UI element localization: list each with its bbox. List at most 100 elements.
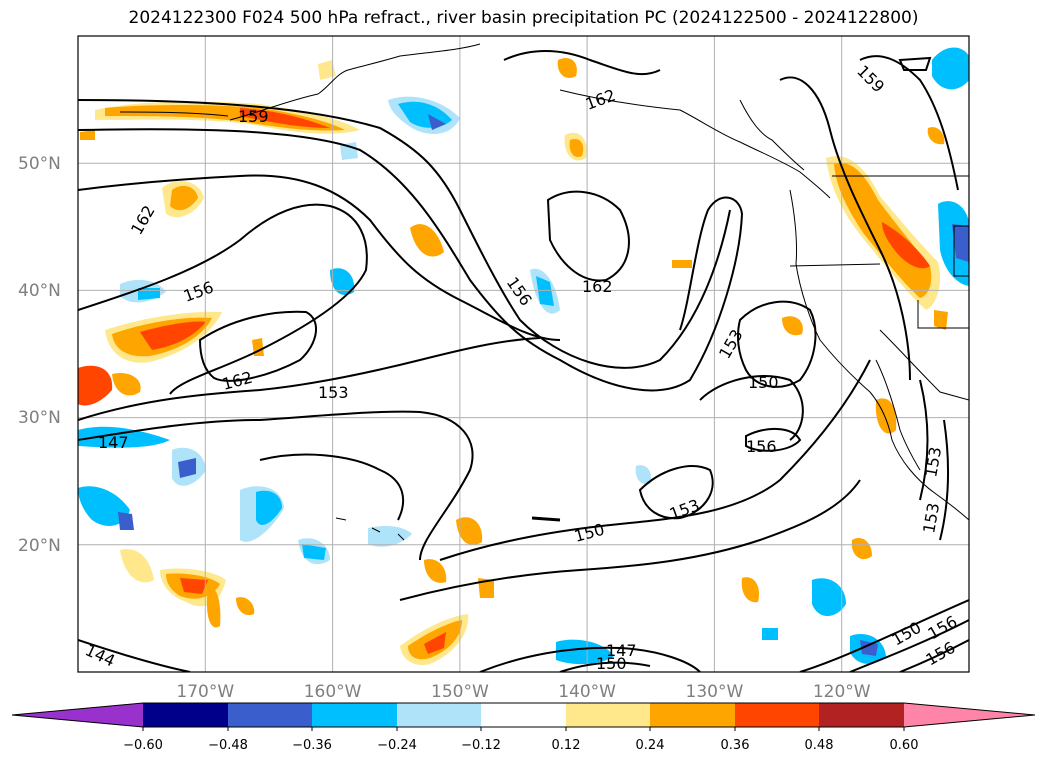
positive-region xyxy=(318,60,336,80)
contour-line xyxy=(78,639,191,672)
contour-line xyxy=(737,300,817,388)
positive-region xyxy=(782,316,803,336)
negative-region xyxy=(330,268,355,296)
positive-region xyxy=(240,108,330,128)
colorbar-bin xyxy=(312,703,397,727)
state-border xyxy=(953,225,969,277)
negative-region xyxy=(762,628,778,640)
colorbar-bin xyxy=(819,703,904,727)
colorbar-tick-label: −0.48 xyxy=(208,738,248,753)
positive-region xyxy=(456,517,483,546)
contour-line xyxy=(745,427,802,452)
positive-region xyxy=(569,138,584,158)
inside-passage xyxy=(739,99,805,171)
alaska-coast xyxy=(229,43,481,121)
contour-line xyxy=(859,55,959,191)
contour-line xyxy=(479,646,701,672)
positive-region xyxy=(875,398,897,434)
latitude-labels: 50°N 40°N 30°N 20°N xyxy=(18,154,61,556)
negative-region xyxy=(302,544,326,560)
contour-label: 162 xyxy=(582,277,613,296)
positive-region xyxy=(236,597,255,616)
lon-label: 140°W xyxy=(558,682,616,702)
lat-label: 20°N xyxy=(18,536,61,556)
contour-label: 150 xyxy=(748,373,779,392)
lon-label: 170°W xyxy=(176,682,234,702)
positive-region xyxy=(934,310,948,330)
longitude-labels: 170°W 160°W 150°W 140°W 130°W 120°W xyxy=(176,682,870,702)
colorbar-tick-label: 0.24 xyxy=(636,738,665,753)
colorbar-bin xyxy=(735,703,819,727)
positive-region xyxy=(478,578,494,598)
negative-region xyxy=(78,486,130,526)
colorbar-tick-label: −0.60 xyxy=(123,738,163,753)
negative-region xyxy=(556,639,614,665)
shading-layer xyxy=(78,47,969,666)
colorbar-bin xyxy=(143,703,228,727)
hawaii-islands xyxy=(335,517,405,541)
contour-line xyxy=(78,99,731,369)
negative-region xyxy=(78,426,170,448)
positive-region xyxy=(410,224,444,257)
colorbar: −0.60 −0.48 −0.36 −0.24 −0.12 0.12 0.24 … xyxy=(11,702,1036,753)
contour-line xyxy=(399,479,861,601)
lon-label: 120°W xyxy=(813,682,871,702)
positive-region xyxy=(557,57,577,79)
negative-region xyxy=(118,512,134,530)
state-border xyxy=(917,300,969,329)
colorbar-bin xyxy=(481,703,566,727)
negative-region xyxy=(812,578,846,616)
colorbar-extension-min xyxy=(12,703,143,727)
positive-region xyxy=(112,372,141,396)
colorbar-tick-label: 0.12 xyxy=(552,738,581,753)
positive-region xyxy=(78,365,113,406)
contour-line xyxy=(559,661,651,672)
contour-line xyxy=(779,76,911,381)
contour-line xyxy=(503,50,661,76)
positive-region xyxy=(206,587,221,628)
map-area: 159 162 162 156 156 162 159 162 153 153 … xyxy=(78,36,969,672)
positive-region xyxy=(851,537,872,560)
lat-label: 50°N xyxy=(18,154,61,174)
colorbar-bin xyxy=(566,703,650,727)
negative-region xyxy=(340,142,358,160)
gridlines xyxy=(78,36,969,672)
baja-peninsula xyxy=(875,359,921,471)
colorbar-tick-label: 0.60 xyxy=(890,738,919,753)
coastlines xyxy=(119,43,969,541)
positive-region xyxy=(424,632,446,654)
contour-label: 156 xyxy=(746,437,777,456)
contour-line xyxy=(78,410,474,561)
positive-region xyxy=(140,321,206,350)
lat-label: 40°N xyxy=(18,281,61,301)
positive-region xyxy=(672,260,692,268)
colorbar-tick-labels: −0.60 −0.48 −0.36 −0.24 −0.12 0.12 0.24 … xyxy=(123,738,918,753)
positive-region xyxy=(170,185,198,211)
positive-region xyxy=(834,162,932,298)
contour-line xyxy=(899,639,969,672)
colorbar-tick-label: −0.12 xyxy=(461,738,501,753)
positive-region xyxy=(424,559,447,583)
colorbar-tick-label: 0.48 xyxy=(805,738,834,753)
lon-label: 160°W xyxy=(304,682,362,702)
contour-line xyxy=(78,174,561,341)
contour-label: 153 xyxy=(318,383,349,402)
positive-region xyxy=(80,130,95,140)
colorbar-bin xyxy=(228,703,312,727)
map-frame xyxy=(77,35,970,673)
colorbar-ticks xyxy=(142,727,905,731)
negative-region xyxy=(178,458,196,478)
contour-label: 147 xyxy=(606,641,637,660)
colorbar-extension-max xyxy=(904,703,1035,727)
contour-line xyxy=(898,56,932,71)
contour-line xyxy=(78,337,541,421)
small-island xyxy=(531,516,561,522)
negative-region xyxy=(138,288,160,300)
positive-region xyxy=(927,127,945,145)
negative-region xyxy=(536,276,554,306)
contour-line xyxy=(919,379,950,541)
colorbar-tick-label: −0.24 xyxy=(377,738,417,753)
contour-line xyxy=(849,619,969,672)
positive-region xyxy=(180,578,208,594)
